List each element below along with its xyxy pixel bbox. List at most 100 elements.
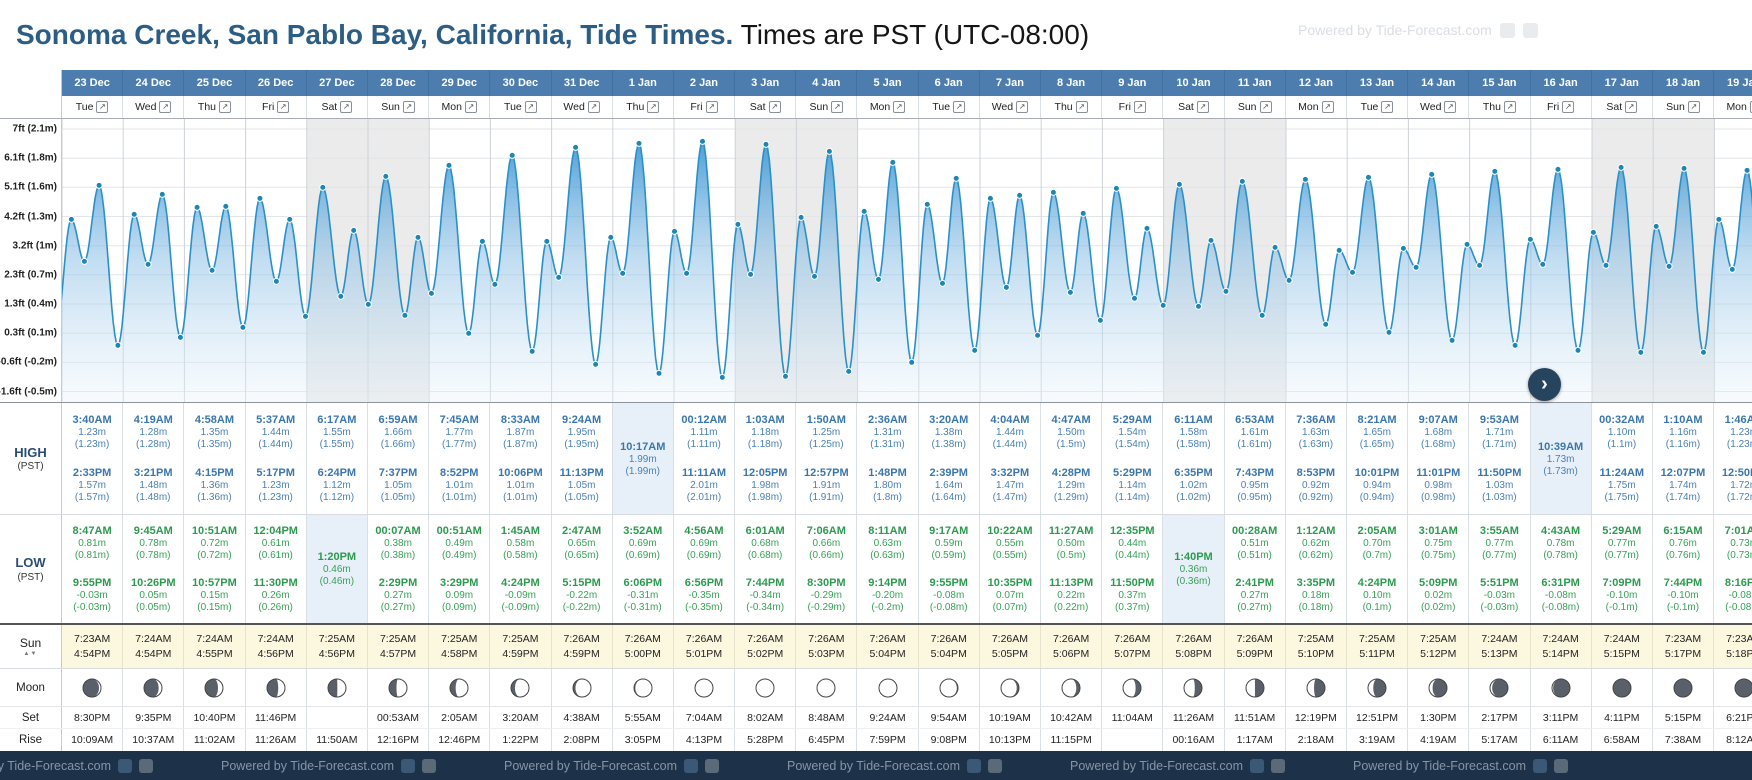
footer-social-icon[interactable] (422, 758, 436, 773)
date-cell[interactable]: 6 Jan (919, 70, 980, 96)
low-tide-cell: 6:15AM 0.76m (0.76m) 7:44PM -0.10m (-0.1m) (1652, 515, 1715, 623)
expand-day-icon[interactable]: ↗ (277, 101, 290, 113)
date-cell[interactable]: 28 Dec (368, 70, 430, 96)
expand-day-icon[interactable]: ↗ (1503, 101, 1516, 113)
high-tide-height-paren: (1.87m) (503, 438, 538, 450)
tide-extreme-point (1574, 346, 1582, 354)
expand-day-icon[interactable]: ↗ (705, 101, 718, 113)
expand-day-icon[interactable]: ↗ (464, 101, 477, 113)
expand-day-icon[interactable]: ↗ (1687, 101, 1700, 113)
footer-social-icon[interactable] (1533, 758, 1547, 773)
footer-link[interactable]: Powered by Tide-Forecast.com (0, 758, 111, 773)
moon-phase-icon (1000, 678, 1020, 697)
expand-day-icon[interactable]: ↗ (96, 101, 109, 113)
date-cell[interactable]: 16 Jan (1531, 70, 1592, 96)
high-tide-event: 3:21PM 1.48m (1.48m) (123, 459, 183, 513)
weekday-label: Mon (869, 101, 891, 113)
expand-day-icon[interactable]: ↗ (1562, 101, 1575, 113)
sunrise-time: 7:25AM (502, 633, 539, 645)
low-tide-cell: 11:27AM 0.50m (0.5m) 11:13PM 0.22m (0.22m) (1041, 515, 1103, 623)
expand-day-icon[interactable]: ↗ (1196, 101, 1209, 113)
expand-day-icon[interactable]: ↗ (524, 101, 537, 113)
expand-day-icon[interactable]: ↗ (1075, 101, 1088, 113)
expand-day-icon[interactable]: ↗ (893, 101, 906, 113)
footer-social-icon[interactable] (967, 758, 981, 773)
date-cell[interactable]: 4 Jan (796, 70, 858, 96)
moonset-cell: 11:51AM (1224, 707, 1286, 728)
low-tide-height-paren: (0.58m) (503, 550, 538, 561)
date-cell[interactable]: 2 Jan (674, 70, 736, 96)
moon-row: Moon (0, 669, 1752, 707)
footer-social-icon[interactable] (118, 758, 132, 773)
expand-day-icon[interactable]: ↗ (1381, 101, 1394, 113)
low-tide-time: 7:06AM (806, 525, 846, 537)
date-cell[interactable]: 23 Dec (62, 70, 124, 96)
expand-day-icon[interactable]: ↗ (340, 101, 353, 113)
low-tide-height-paren: (0.22m) (1053, 602, 1089, 613)
expand-day-icon[interactable]: ↗ (1133, 101, 1146, 113)
date-cell[interactable]: 19 Jan (1714, 70, 1752, 96)
high-pst-label: (PST) (17, 461, 44, 473)
expand-day-icon[interactable]: ↗ (768, 101, 781, 113)
date-cell[interactable]: 24 Dec (123, 70, 185, 96)
expand-day-icon[interactable]: ↗ (1444, 101, 1457, 113)
date-cell[interactable]: 31 Dec (552, 70, 613, 96)
date-cell[interactable]: 25 Dec (184, 70, 246, 96)
tide-extreme-point (1002, 283, 1010, 291)
footer-social-icon[interactable] (988, 758, 1002, 773)
expand-day-icon[interactable]: ↗ (219, 101, 232, 113)
date-cell[interactable]: 17 Jan (1592, 70, 1653, 96)
weekday-label: Fri (690, 101, 703, 113)
date-cell[interactable]: 10 Jan (1163, 70, 1225, 96)
date-cell[interactable]: 15 Jan (1469, 70, 1531, 96)
tide-extreme-point (301, 312, 309, 320)
expand-day-icon[interactable]: ↗ (159, 101, 172, 113)
footer-link[interactable]: Powered by Tide-Forecast.com (1353, 758, 1526, 773)
expand-day-icon[interactable]: ↗ (1259, 101, 1272, 113)
footer-social-icon[interactable] (1554, 758, 1568, 773)
date-cell[interactable]: 8 Jan (1041, 70, 1103, 96)
low-tide-height-paren: (-0.31m) (623, 602, 662, 613)
date-cell[interactable]: 26 Dec (246, 70, 307, 96)
expand-day-icon[interactable]: ↗ (402, 101, 415, 113)
low-tide-event: 7:09PM -0.10m (-0.1m) (1592, 569, 1652, 621)
footer-social-icon[interactable] (705, 758, 719, 773)
footer-social-icon[interactable] (1250, 758, 1264, 773)
expand-day-icon[interactable]: ↗ (1749, 101, 1752, 113)
footer-social-icon[interactable] (684, 758, 698, 773)
footer-social-icon[interactable] (401, 758, 415, 773)
date-cell[interactable]: 11 Jan (1225, 70, 1286, 96)
footer-link[interactable]: Powered by Tide-Forecast.com (221, 758, 394, 773)
expand-day-icon[interactable]: ↗ (1016, 101, 1029, 113)
date-cell[interactable]: 12 Jan (1286, 70, 1347, 96)
footer-link[interactable]: Powered by Tide-Forecast.com (1070, 758, 1243, 773)
date-cell[interactable]: 9 Jan (1102, 70, 1164, 96)
date-cell[interactable]: 5 Jan (857, 70, 919, 96)
date-cell[interactable]: 29 Dec (429, 70, 491, 96)
date-cell[interactable]: 1 Jan (613, 70, 674, 96)
expand-day-icon[interactable]: ↗ (647, 101, 660, 113)
expand-day-icon[interactable]: ↗ (1625, 101, 1638, 113)
date-cell[interactable]: 7 Jan (980, 70, 1041, 96)
moon-phase-icon (816, 678, 836, 697)
date-cell[interactable]: 27 Dec (307, 70, 368, 96)
date-cell[interactable]: 3 Jan (735, 70, 797, 96)
footer-social-icon[interactable] (1271, 758, 1285, 773)
expand-day-icon[interactable]: ↗ (1321, 101, 1334, 113)
expand-day-icon[interactable]: ↗ (953, 101, 966, 113)
date-cell[interactable]: 18 Jan (1653, 70, 1715, 96)
date-cell[interactable]: 14 Jan (1408, 70, 1470, 96)
footer-social-icon[interactable] (139, 758, 153, 773)
sunset-time: 4:54PM (74, 648, 111, 660)
footer-link[interactable]: Powered by Tide-Forecast.com (787, 758, 960, 773)
footer-link[interactable]: Powered by Tide-Forecast.com (504, 758, 677, 773)
high-tide-height: 1.35m (200, 426, 229, 438)
low-tide-height-paren: (0.65m) (564, 550, 599, 561)
high-tide-height-paren: (1.61m) (1237, 438, 1272, 450)
next-page-button[interactable]: › (1528, 368, 1561, 401)
expand-day-icon[interactable]: ↗ (587, 101, 600, 113)
date-cell[interactable]: 30 Dec (490, 70, 552, 96)
date-cell[interactable]: 13 Jan (1347, 70, 1409, 96)
expand-day-icon[interactable]: ↗ (831, 101, 844, 113)
low-tide-height-paren: (0.72m) (197, 550, 232, 561)
